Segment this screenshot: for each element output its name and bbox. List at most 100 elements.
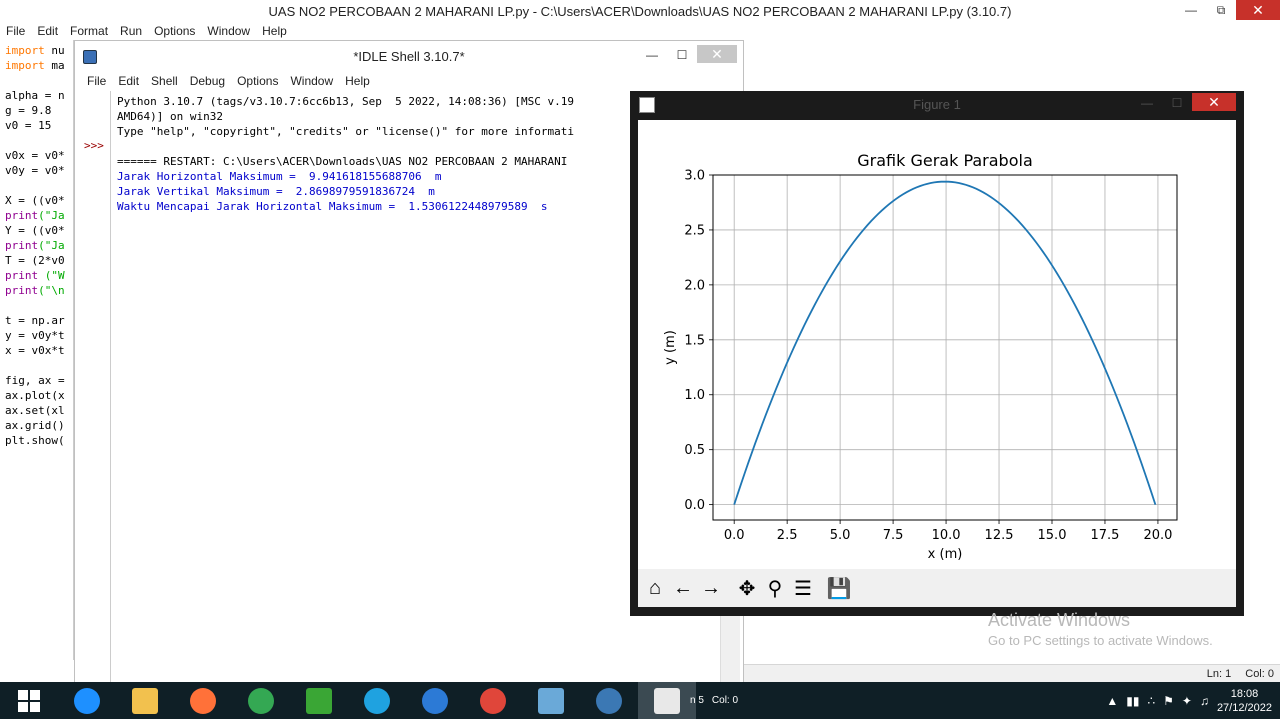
code-string: ("Ja	[38, 239, 65, 252]
shell-menu-edit[interactable]: Edit	[118, 74, 140, 88]
code-line: alpha = n	[5, 88, 73, 103]
matplotlib-app-icon	[639, 97, 655, 113]
plot-frame	[712, 174, 1178, 521]
shell-menu-shell[interactable]: Shell	[151, 74, 178, 88]
x-tick-label: 5.0	[830, 528, 851, 543]
code-line: print("\n	[5, 283, 73, 298]
editor-menubar: File Edit Format Run Options Window Help	[0, 22, 1280, 40]
shell-menu-help[interactable]: Help	[345, 74, 370, 88]
python-idle-shape	[596, 687, 622, 714]
shell-minimize-button[interactable]: —	[646, 48, 658, 62]
system-tray: ▲ ▮▮ ∴ ⚑ ✦ ♫ 18:08 27/12/2022	[1106, 682, 1272, 719]
shell-output-line: Waktu Mencapai Jarak Horizontal Maksimum…	[117, 200, 548, 213]
code-line: print("Ja	[5, 208, 73, 223]
shell-output-area[interactable]: Python 3.10.7 (tags/v3.10.7:6cc6b13, Sep…	[117, 94, 632, 654]
firefox-icon[interactable]	[174, 682, 232, 719]
code-line: t = np.ar	[5, 313, 73, 328]
matplotlib-figure-icon[interactable]	[638, 682, 696, 719]
shell-menu-file[interactable]: File	[87, 74, 107, 88]
edge-icon[interactable]	[348, 682, 406, 719]
configure-icon[interactable]: ☰	[794, 577, 812, 600]
figure-title: Figure 1	[913, 97, 961, 112]
shell-maximize-button[interactable]: ☐	[676, 48, 688, 62]
menu-format[interactable]: Format	[70, 24, 109, 38]
start-button[interactable]	[0, 682, 58, 719]
store-icon[interactable]	[290, 682, 348, 719]
code-builtin: print	[5, 269, 39, 282]
shell-menu-debug[interactable]: Debug	[189, 74, 226, 88]
menu-options[interactable]: Options	[154, 24, 196, 38]
figure-minimize-button[interactable]: —	[1141, 96, 1153, 110]
shell-title: *IDLE Shell 3.10.7*	[353, 49, 465, 64]
code-line	[5, 178, 73, 193]
y-tick-label: 2.0	[684, 278, 705, 293]
editor-titlebar: UAS NO2 PERCOBAAN 2 MAHARANI LP.py - C:\…	[0, 0, 1280, 22]
app-icon[interactable]	[406, 682, 464, 719]
save-icon[interactable]: 💾	[826, 577, 852, 600]
menu-window[interactable]: Window	[207, 24, 251, 38]
signal-icon[interactable]: ∴	[1147, 693, 1156, 708]
clock-date: 27/12/2022	[1216, 701, 1272, 714]
internet-explorer-icon[interactable]	[58, 682, 116, 719]
code-line: print ("W	[5, 268, 73, 283]
taskbar: n 5 Col: 0 ▲ ▮▮ ∴ ⚑ ✦ ♫ 18:08 27/12/2022	[0, 682, 1280, 719]
network-icon[interactable]: ▮▮	[1126, 693, 1140, 708]
menu-help[interactable]: Help	[262, 24, 287, 38]
home-icon[interactable]: ⌂	[648, 576, 662, 599]
watermark-title: Activate Windows	[988, 610, 1131, 630]
code-builtin: print	[5, 209, 39, 222]
file-explorer-icon[interactable]	[116, 682, 174, 719]
shell-menu-window[interactable]: Window	[290, 74, 334, 88]
code-line	[5, 358, 73, 373]
forward-icon[interactable]: →	[701, 576, 721, 599]
series-line-0	[733, 180, 1157, 505]
code-line: import ma	[5, 58, 73, 73]
figure-toolbar: ⌂ ← → ✥ ⚲ ☰ 💾	[638, 569, 1236, 607]
code-text: v0y = v0*	[5, 164, 65, 177]
menu-run[interactable]: Run	[120, 24, 143, 38]
code-line: X = ((v0*	[5, 193, 73, 208]
chrome-user-icon[interactable]	[464, 682, 522, 719]
y-tick-label: 1.5	[684, 333, 705, 348]
shell-menu-options[interactable]: Options	[237, 74, 279, 88]
pan-icon[interactable]: ✥	[738, 577, 756, 600]
shell-line: AMD64)] on win32	[117, 110, 223, 123]
code-string: ("\n	[38, 284, 65, 297]
menu-edit[interactable]: Edit	[37, 24, 59, 38]
shell-line: Type "help", "copyright", "credits" or "…	[117, 125, 574, 138]
clock-time: 18:08	[1230, 687, 1259, 700]
shell-titlebar: *IDLE Shell 3.10.7* — ☐ ✕	[75, 41, 743, 72]
flag-icon[interactable]: ⚑	[1163, 693, 1174, 708]
zoom-icon[interactable]: ⚲	[767, 577, 783, 600]
figure-close-button[interactable]: ✕	[1192, 93, 1236, 111]
close-button[interactable]: ✕	[1236, 0, 1280, 20]
restore-button[interactable]: ⧉	[1216, 2, 1226, 17]
x-axis-label: x (m)	[928, 547, 963, 562]
figure-maximize-button[interactable]: ☐	[1171, 96, 1183, 110]
edge-shape	[364, 687, 390, 714]
code-line: x = v0x*t	[5, 343, 73, 358]
show-hidden-icons-icon[interactable]: ▲	[1106, 693, 1119, 708]
chrome-icon[interactable]	[232, 682, 290, 719]
x-tick-label: 12.5	[985, 528, 1014, 543]
volume-icon[interactable]: ♫	[1199, 693, 1209, 708]
x-tick-label: 17.5	[1090, 528, 1119, 543]
menu-file[interactable]: File	[6, 24, 26, 38]
x-tick-label: 2.5	[777, 528, 798, 543]
minimize-button[interactable]: —	[1185, 3, 1197, 17]
shell-line: Python 3.10.7 (tags/v3.10.7:6cc6b13, Sep…	[117, 95, 574, 108]
shell-close-button[interactable]: ✕	[697, 45, 737, 63]
code-builtin: print	[5, 239, 39, 252]
code-line: print("Ja	[5, 238, 73, 253]
code-text: Y = ((v0*	[5, 224, 65, 237]
back-icon[interactable]: ←	[673, 576, 693, 599]
clock[interactable]: 18:08 27/12/2022	[1217, 687, 1272, 715]
notepad-icon[interactable]	[522, 682, 580, 719]
code-text: v0 = 15	[5, 119, 52, 132]
figure-canvas[interactable]: 0.0 2.5 5.0 7.5 10.0 12.5 15.0 17.5 20.0 0.0 0.5 1.…	[638, 120, 1236, 569]
code-keyword: import	[5, 59, 45, 72]
bluetooth-icon[interactable]: ✦	[1181, 693, 1192, 708]
file-explorer-shape	[132, 687, 158, 714]
python-idle-icon[interactable]	[580, 682, 638, 719]
